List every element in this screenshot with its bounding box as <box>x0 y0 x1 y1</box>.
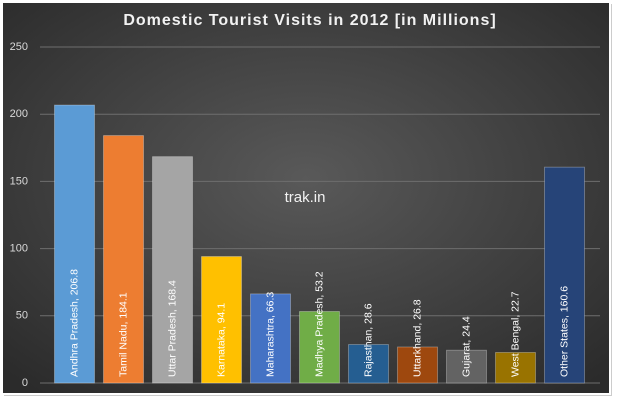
y-tick-label: 250 <box>10 41 28 53</box>
bar <box>544 166 585 384</box>
data-label: Gujarat, 24.4 <box>460 316 472 377</box>
data-label: Rajasthan, 28.6 <box>362 303 374 377</box>
bar <box>54 104 95 384</box>
y-tick-label: 150 <box>10 175 28 187</box>
data-label: Maharashtra, 66.3 <box>264 292 276 377</box>
watermark: trak.in <box>285 189 326 206</box>
bar <box>397 346 438 384</box>
data-label: Tamil Nadu, 184.1 <box>117 292 129 377</box>
data-label: West Bengal, 22.7 <box>509 291 521 377</box>
bar <box>348 344 389 384</box>
bar <box>201 256 242 384</box>
data-label: Uttar Pradesh, 168.4 <box>166 280 178 377</box>
bar <box>152 156 193 384</box>
y-tick-label: 100 <box>10 243 28 255</box>
chart-title: Domestic Tourist Visits in 2012 [in Mill… <box>123 12 496 29</box>
data-label: Madhya Pradesh, 53.2 <box>313 271 325 377</box>
bar <box>446 349 487 384</box>
y-tick-label: 0 <box>22 377 28 389</box>
y-tick-label: 200 <box>10 108 28 120</box>
bar <box>250 293 291 384</box>
data-label: Other States, 160.6 <box>558 286 570 377</box>
bar <box>495 352 536 384</box>
y-tick-label: 50 <box>16 310 28 322</box>
data-label: Andhra Pradesh, 206.8 <box>68 269 80 377</box>
data-label: Uttarkhand, 26.8 <box>411 299 423 377</box>
data-label: Karnataka, 94.1 <box>215 303 227 377</box>
bar <box>299 311 340 384</box>
bar <box>103 135 144 384</box>
